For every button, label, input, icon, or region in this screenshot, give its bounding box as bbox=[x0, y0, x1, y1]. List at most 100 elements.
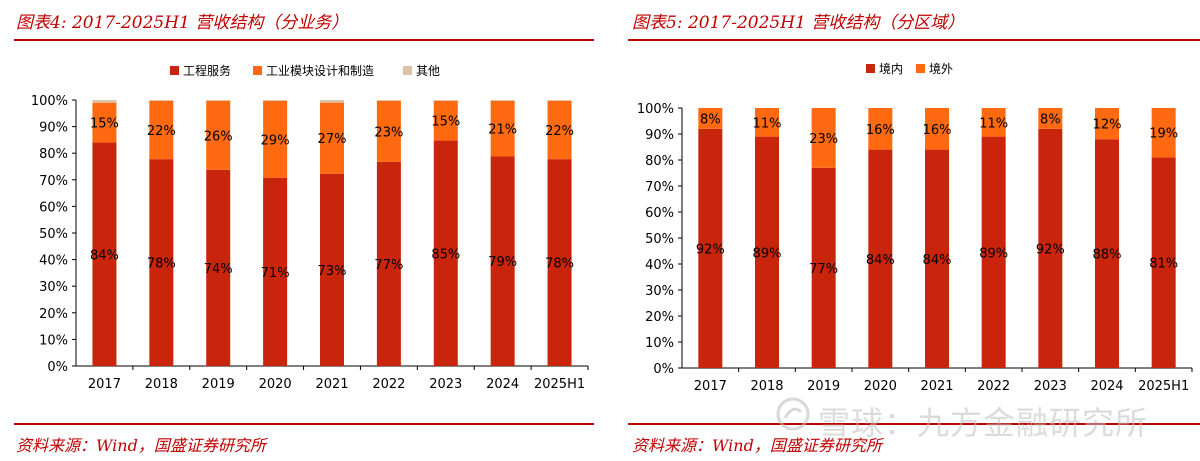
right-data-label: 8% bbox=[1040, 112, 1061, 127]
left-data-label: 22% bbox=[545, 124, 574, 139]
right-data-label: 77% bbox=[809, 262, 838, 277]
right-data-label: 89% bbox=[753, 246, 782, 261]
right-legend-swatch bbox=[916, 64, 925, 73]
left-y-tick-label: 30% bbox=[39, 280, 68, 295]
left-bar-2 bbox=[263, 100, 288, 101]
right-x-tick-label: 2021 bbox=[920, 379, 953, 394]
left-x-tick-label: 2021 bbox=[315, 377, 348, 392]
left-bar-2 bbox=[547, 100, 572, 101]
left-data-label: 84% bbox=[90, 248, 119, 263]
left-bar-1 bbox=[263, 100, 288, 178]
left-bar-2 bbox=[149, 100, 174, 101]
right-x-tick-label: 2020 bbox=[864, 379, 897, 394]
left-data-label: 78% bbox=[147, 257, 176, 272]
left-data-label: 71% bbox=[261, 266, 290, 281]
left-bar-1 bbox=[206, 100, 231, 170]
left-data-label: 79% bbox=[488, 255, 517, 270]
left-bar-1 bbox=[547, 100, 572, 160]
right-y-tick-label: 40% bbox=[645, 258, 674, 273]
left-x-tick-label: 2020 bbox=[259, 377, 292, 392]
left-y-tick-label: 90% bbox=[39, 121, 68, 136]
left-bar-2 bbox=[320, 100, 344, 103]
left-chart-title: 图表4: 2017-2025H1 营收结构（分业务） bbox=[16, 13, 349, 33]
left-y-tick-label: 100% bbox=[31, 94, 68, 109]
right-bar-1 bbox=[1038, 108, 1063, 129]
left-bar-2 bbox=[490, 100, 515, 101]
right-y-tick-label: 30% bbox=[645, 284, 674, 299]
left-bar-1 bbox=[320, 102, 344, 174]
left-data-label: 78% bbox=[545, 257, 574, 272]
right-legend-label: 境外 bbox=[929, 61, 953, 76]
left-data-label: 27% bbox=[318, 132, 347, 147]
left-legend-swatch bbox=[403, 66, 412, 75]
left-bar-0 bbox=[263, 177, 288, 366]
right-y-tick-label: 0% bbox=[653, 362, 674, 377]
left-data-label: 29% bbox=[261, 133, 290, 148]
right-bar-0 bbox=[1095, 139, 1119, 368]
left-data-label: 74% bbox=[204, 262, 233, 277]
right-x-tick-label: 2025H1 bbox=[1138, 379, 1189, 394]
right-title-rule bbox=[628, 39, 1200, 41]
right-bar-0 bbox=[755, 136, 779, 368]
left-y-tick-label: 60% bbox=[39, 200, 68, 215]
left-chart-source: 资料来源：Wind，国盛证券研究所 bbox=[16, 436, 266, 455]
left-x-tick-label: 2017 bbox=[88, 377, 121, 392]
left-data-label: 23% bbox=[374, 125, 403, 140]
right-data-label: 16% bbox=[866, 123, 895, 138]
left-x-tick-label: 2025H1 bbox=[534, 377, 585, 392]
snowball-logo-icon bbox=[776, 397, 810, 431]
left-bar-2 bbox=[92, 100, 117, 103]
right-data-label: 92% bbox=[1036, 242, 1065, 257]
right-y-tick-label: 10% bbox=[645, 336, 674, 351]
left-data-label: 73% bbox=[318, 264, 347, 279]
right-bar-1 bbox=[868, 108, 893, 150]
right-data-label: 81% bbox=[1149, 257, 1178, 272]
right-legend-swatch bbox=[866, 64, 875, 73]
left-source-rule bbox=[14, 423, 594, 425]
left-data-label: 21% bbox=[488, 123, 517, 138]
right-y-tick-label: 70% bbox=[645, 180, 674, 195]
left-title-rule bbox=[14, 39, 594, 41]
left-bar-2 bbox=[376, 100, 401, 101]
left-y-tick-label: 50% bbox=[39, 227, 68, 242]
right-data-label: 84% bbox=[866, 253, 895, 268]
left-bar-1 bbox=[433, 100, 458, 141]
right-bar-1 bbox=[1151, 108, 1176, 158]
right-y-tick-label: 80% bbox=[645, 154, 674, 169]
right-data-label: 84% bbox=[923, 253, 952, 268]
right-bar-0 bbox=[698, 128, 723, 368]
right-x-tick-label: 2024 bbox=[1090, 379, 1123, 394]
right-data-label: 19% bbox=[1149, 127, 1178, 142]
right-bar-1 bbox=[981, 108, 1006, 137]
right-bar-0 bbox=[868, 149, 893, 368]
right-bar-1 bbox=[1095, 108, 1119, 140]
left-bar-0 bbox=[433, 140, 458, 366]
right-bar-1 bbox=[925, 108, 949, 150]
right-data-label: 92% bbox=[696, 242, 725, 257]
right-data-label: 11% bbox=[753, 116, 782, 131]
right-data-label: 23% bbox=[809, 132, 838, 147]
right-bar-0 bbox=[811, 167, 836, 368]
left-x-tick-label: 2023 bbox=[429, 377, 462, 392]
right-source-rule bbox=[628, 423, 1200, 425]
left-bar-1 bbox=[92, 102, 117, 143]
right-bar-1 bbox=[698, 108, 723, 129]
left-data-label: 77% bbox=[374, 258, 403, 273]
right-data-label: 88% bbox=[1093, 248, 1122, 263]
left-legend-label: 其他 bbox=[416, 64, 440, 78]
left-bar-1 bbox=[376, 100, 401, 162]
left-data-label: 15% bbox=[431, 115, 460, 130]
right-x-tick-label: 2019 bbox=[807, 379, 840, 394]
right-data-label: 11% bbox=[979, 116, 1008, 131]
left-bar-0 bbox=[149, 159, 174, 366]
left-y-tick-label: 20% bbox=[39, 307, 68, 322]
left-legend-swatch bbox=[170, 66, 179, 75]
right-bar-1 bbox=[755, 108, 779, 137]
left-x-tick-label: 2018 bbox=[145, 377, 178, 392]
right-bar-0 bbox=[1038, 128, 1063, 368]
right-legend-label: 境内 bbox=[879, 61, 903, 76]
left-legend-label: 工业模块设计和制造 bbox=[266, 64, 374, 78]
right-data-label: 16% bbox=[923, 123, 952, 138]
left-bar-0 bbox=[206, 169, 231, 366]
